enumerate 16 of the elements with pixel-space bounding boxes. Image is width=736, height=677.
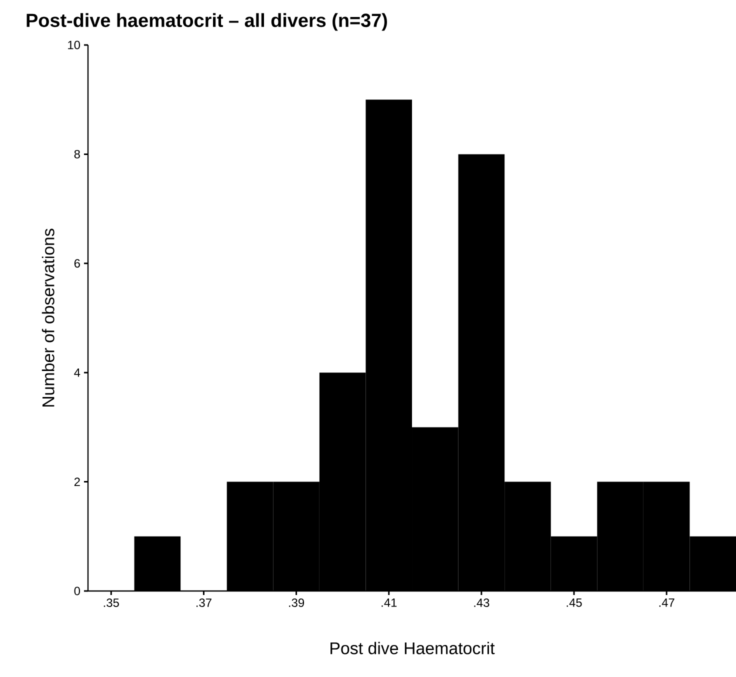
- y-tick-label: 8: [74, 150, 80, 158]
- y-tick-label: 0: [74, 586, 80, 596]
- x-tick-label: .35: [104, 598, 119, 607]
- y-tick-label: 4: [74, 368, 80, 377]
- y-tick-label: 2: [74, 478, 80, 486]
- x-tick-label: .47: [659, 598, 674, 607]
- x-axis-title: Post dive Haematocrit: [330, 642, 495, 654]
- y-tick-label: 6: [74, 259, 80, 268]
- x-tick-label: .39: [289, 598, 304, 607]
- y-tick-label: 10: [68, 40, 80, 50]
- x-tick-label: .45: [566, 598, 582, 607]
- chart-title: Post-dive haematocrit – all divers (n=37): [26, 13, 387, 31]
- x-tick-label: .37: [196, 598, 212, 607]
- x-tick-label: .41: [382, 598, 397, 607]
- x-tick-label: .43: [474, 598, 490, 607]
- y-axis-title: Number of observations: [42, 228, 54, 407]
